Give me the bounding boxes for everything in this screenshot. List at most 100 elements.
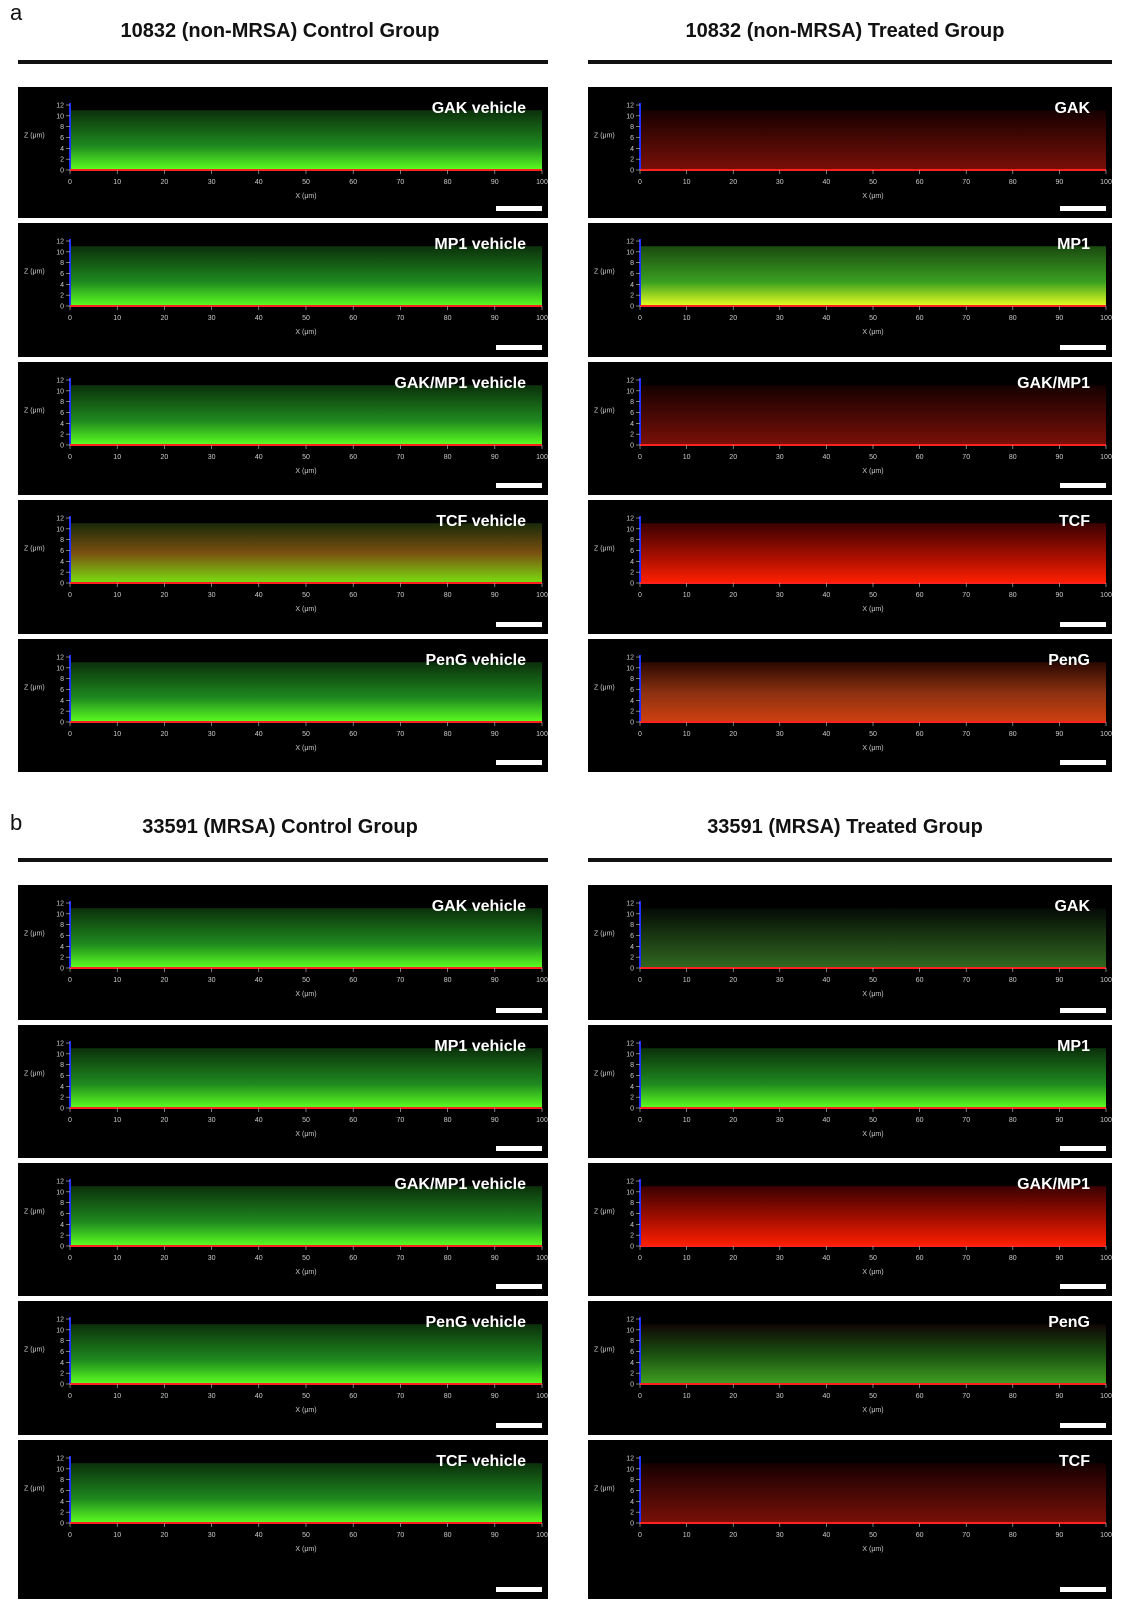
scale-bar [1060,1587,1106,1592]
x-tick-label: 80 [1009,315,1017,322]
x-tick-label: 100 [536,315,548,322]
z-tick-label: 10 [56,1327,64,1334]
panel-label: TCF vehicle [436,513,526,530]
x-tick-label: 0 [68,315,72,322]
image [70,1186,542,1246]
x-tick-label: 20 [161,315,169,322]
x-tick-label: 20 [161,179,169,186]
z-tick-label: 4 [630,1360,634,1367]
panel-label: GAK/MP1 vehicle [394,375,526,392]
x-tick-label: 30 [208,1117,216,1124]
panel-label: TCF vehicle [436,1453,526,1470]
x-tick-label: 10 [113,315,121,322]
z-axis-label: Z (μm) [594,685,615,692]
z-tick-label: 8 [630,537,634,544]
scale-bar [496,1284,542,1289]
x-tick-label: 70 [962,315,970,322]
z-tick-label: 8 [60,922,64,929]
group-title: 33591 (MRSA) Treated Group [707,816,983,838]
z-tick-label: 6 [630,1073,634,1080]
z-tick-label: 8 [630,124,634,131]
x-tick-label: 90 [491,731,499,738]
x-tick-label: 100 [1100,454,1112,461]
x-tick-label: 0 [68,179,72,186]
z-tick-label: 2 [630,955,634,962]
x-tick-label: 40 [823,592,831,599]
z-tick-label: 12 [56,901,64,908]
x-tick-label: 10 [683,592,691,599]
x-tick-label: 60 [916,179,924,186]
x-axis-label: X (μm) [295,1269,316,1276]
z-tick-label: 12 [56,1317,64,1324]
x-tick-label: 90 [1056,1393,1064,1400]
z-axis-label: Z (μm) [594,546,615,553]
x-tick-label: 80 [444,1255,452,1262]
x-tick-label: 80 [444,315,452,322]
x-tick-label: 70 [397,977,405,984]
z-tick-label: 8 [60,1062,64,1069]
z-axis-label: Z (μm) [594,1486,615,1493]
x-tick-label: 70 [397,1393,405,1400]
z-axis-label: Z (μm) [24,408,45,415]
x-tick-label: 70 [397,731,405,738]
x-tick-label: 100 [536,1255,548,1262]
z-tick-label: 2 [60,1095,64,1102]
z-tick-label: 2 [60,1371,64,1378]
x-tick-label: 0 [638,179,642,186]
z-tick-label: 0 [60,720,64,727]
z-tick-label: 10 [626,665,634,672]
x-tick-label: 0 [68,592,72,599]
x-tick-label: 0 [68,731,72,738]
image [70,523,542,583]
z-tick-label: 6 [630,687,634,694]
x-tick-label: 10 [683,1255,691,1262]
group-title: 10832 (non-MRSA) Control Group [121,20,440,42]
x-tick-label: 90 [1056,977,1064,984]
z-tick-label: 12 [626,516,634,523]
x-tick-label: 70 [962,1117,970,1124]
x-tick-label: 40 [823,179,831,186]
title-rule [588,858,1112,862]
x-tick-label: 100 [1100,315,1112,322]
x-tick-label: 60 [349,179,357,186]
z-tick-label: 2 [60,157,64,164]
image [70,1463,542,1523]
x-tick-label: 40 [255,977,263,984]
z-tick-label: 0 [630,1244,634,1251]
x-tick-label: 60 [916,977,924,984]
x-tick-label: 50 [869,315,877,322]
x-tick-label: 20 [729,1117,737,1124]
x-tick-label: 40 [823,315,831,322]
x-tick-label: 10 [683,1117,691,1124]
z-tick-label: 4 [630,282,634,289]
image [640,908,1106,968]
panel-label: TCF [1059,1453,1090,1470]
z-axis-label: Z (μm) [24,931,45,938]
x-tick-label: 10 [113,1117,121,1124]
x-tick-label: 20 [729,731,737,738]
z-tick-label: 12 [626,239,634,246]
x-tick-label: 10 [113,977,121,984]
x-tick-label: 40 [255,1532,263,1539]
x-tick-label: 80 [1009,1532,1017,1539]
z-tick-label: 10 [56,249,64,256]
x-tick-label: 20 [729,1393,737,1400]
x-tick-label: 60 [916,315,924,322]
z-axis-label: Z (μm) [594,1071,615,1078]
z-tick-label: 12 [56,516,64,523]
z-tick-label: 6 [60,687,64,694]
z-tick-label: 4 [60,944,64,951]
image [70,246,542,306]
z-tick-label: 6 [60,135,64,142]
x-tick-label: 0 [638,1393,642,1400]
z-tick-label: 6 [60,933,64,940]
z-tick-label: 6 [630,135,634,142]
z-tick-label: 8 [630,260,634,267]
x-tick-label: 70 [962,977,970,984]
panel-label: PenG vehicle [426,652,527,669]
x-tick-label: 90 [491,179,499,186]
z-tick-label: 2 [630,1095,634,1102]
x-tick-label: 60 [349,1532,357,1539]
z-tick-label: 6 [60,1211,64,1218]
image [70,662,542,722]
